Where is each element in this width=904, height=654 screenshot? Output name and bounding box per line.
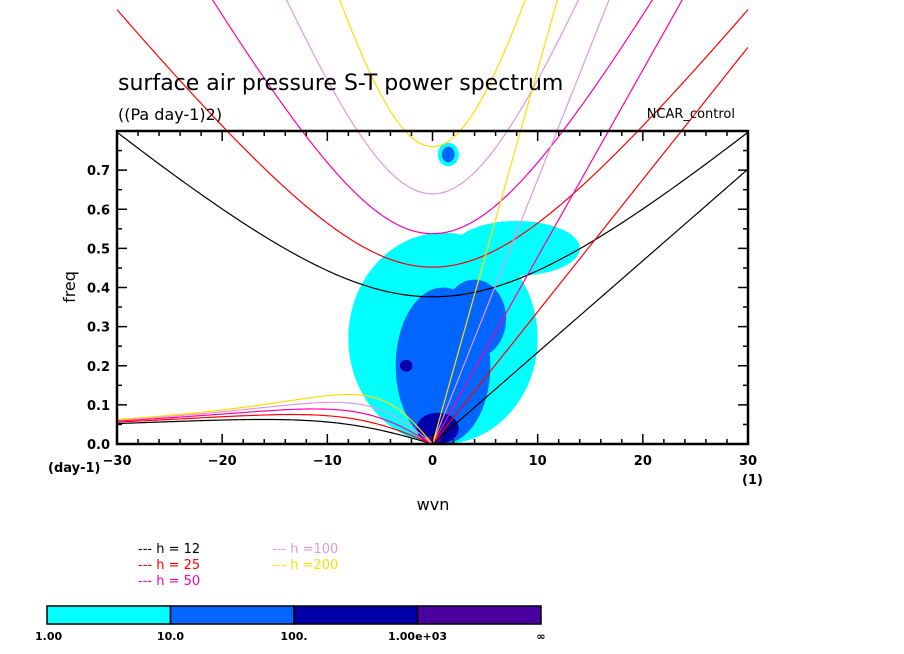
legend-item-h25: --- h = 25	[138, 558, 200, 573]
dispersion-curve-h25-rossby	[117, 413, 433, 444]
colorbar-label: 1.00e+03	[388, 630, 447, 643]
y-tick-label: 0.1	[87, 399, 110, 414]
y-unit-label: (day-1)	[48, 461, 100, 476]
dispersion-curve-h25-ig	[117, 9, 748, 268]
legend-item-h100: --- h =100	[272, 542, 338, 557]
x-tick-label: 10	[529, 454, 547, 469]
y-tick-label: 0.6	[87, 203, 110, 218]
colorbar-label: 10.0	[157, 630, 184, 643]
dispersion-curves	[117, 0, 748, 444]
legend-item-h50: --- h = 50	[138, 574, 200, 589]
legend-item-h200: --- h =200	[272, 558, 338, 573]
dispersion-curve-h50-kelvin	[431, 0, 683, 444]
colorbar-swatch-3	[416, 605, 542, 625]
dispersion-curve-h100-ig	[285, 0, 580, 195]
y-tick-label: 0.4	[87, 282, 110, 297]
chart-subtitle: ((Pa day-1)2)	[118, 105, 222, 124]
y-tick-label: 0.3	[87, 321, 110, 336]
dispersion-curve-h12-kelvin	[432, 168, 748, 444]
chart-title: surface air pressure S-T power spectrum	[118, 71, 563, 96]
power-region-5	[441, 146, 455, 163]
run-label: NCAR_control	[647, 107, 735, 122]
dispersion-curve-h100-kelvin	[431, 0, 610, 444]
power-region-2	[453, 220, 580, 276]
dispersion-curve-h12-ig	[117, 131, 748, 298]
dispersion-curve-h50-rossby	[117, 408, 433, 444]
dispersion-curve-h25-kelvin	[432, 46, 748, 444]
x-tick-label: −30	[103, 454, 132, 469]
colorbar-swatch-1	[169, 605, 295, 625]
legend-item-h12: --- h = 12	[138, 542, 200, 557]
power-region-6	[416, 412, 459, 444]
dispersion-curve-h200-ig	[339, 0, 526, 148]
x-tick-label: −20	[208, 454, 237, 469]
y-tick-label: 0.5	[87, 242, 110, 257]
power-region-7	[399, 359, 413, 372]
x-unit-label: (1)	[742, 473, 763, 488]
x-tick-label: 0	[428, 454, 437, 469]
dispersion-legend: --- h = 12--- h = 25--- h = 50 --- h =100…	[138, 542, 338, 589]
dispersion-curve-h50-ig	[211, 0, 654, 235]
dispersion-curve-h200-kelvin	[431, 0, 558, 444]
y-axis-label: freq	[60, 271, 79, 303]
dispersion-curve-h200-rossby	[117, 393, 433, 444]
power-region-4	[443, 279, 507, 358]
x-axis-label: wvn	[417, 495, 450, 514]
y-axis: 0.0 0.1 0.2 0.3 0.4 0.5 0.6 0.7	[87, 130, 748, 453]
dispersion-curve-h100-rossby	[117, 401, 433, 444]
x-tick-label: 30	[739, 454, 757, 469]
colorbar-swatch-2	[293, 605, 419, 625]
y-tick-label: 0.7	[87, 164, 110, 179]
colorbar-swatch-0	[46, 605, 172, 625]
x-tick-label: 20	[634, 454, 652, 469]
colorbar-label: 1.00	[35, 630, 62, 643]
power-contours	[348, 142, 580, 444]
colorbar-label: 100.	[280, 630, 307, 643]
colorbar: 1.00 10.0 100. 1.00e+03 ∞	[35, 605, 546, 643]
colorbar-label: ∞	[536, 630, 545, 643]
dispersion-curve-h12-rossby	[117, 418, 433, 444]
y-tick-label: 0.2	[87, 360, 110, 375]
y-tick-label: 0.0	[87, 438, 110, 453]
x-axis: −30 −20 −10 0 10 20 30	[103, 131, 757, 469]
x-tick-label: −10	[313, 454, 342, 469]
